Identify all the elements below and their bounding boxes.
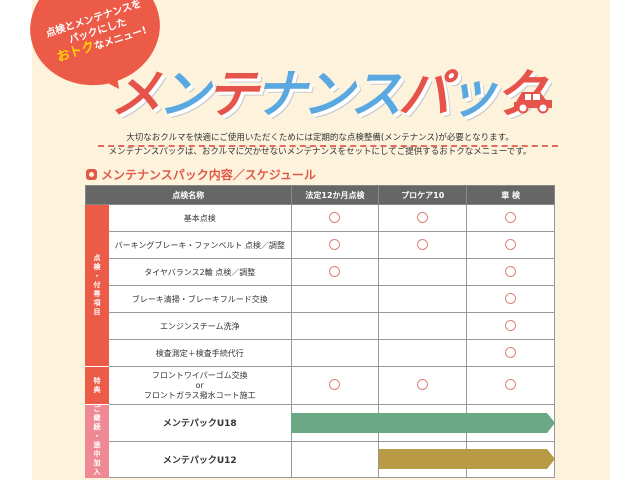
mark-cell (290, 231, 380, 259)
pack-name: メンテパックU12 (107, 440, 292, 478)
category-continue: ご継続・途中加入 (85, 404, 109, 478)
title-char: パ (398, 65, 450, 125)
table-row: タイヤバランス2輪 点検／調整 (86, 258, 555, 286)
bonus-or: or (195, 380, 204, 390)
mark-cell (290, 258, 380, 286)
mark-cell (466, 204, 555, 232)
mark-cell (466, 339, 555, 367)
circle-mark-icon (329, 379, 341, 390)
title-char: ッ (446, 65, 498, 125)
table-row-bonus: 特典 フロントワイパーゴム交換 or フロントガラス撥水コート施工 (85, 366, 555, 405)
mark-cell (378, 231, 468, 259)
circle-mark-icon (505, 379, 517, 390)
item-name: エンジンスチーム洗浄 (107, 312, 292, 340)
title-char: ン (302, 65, 354, 125)
mark-cell (378, 258, 468, 286)
mark-cell (290, 312, 380, 340)
circle-mark-icon (417, 379, 429, 390)
circle-mark-icon (505, 265, 517, 277)
circle-mark-icon (505, 238, 517, 250)
mark-cell (378, 312, 468, 340)
mark-cell (378, 339, 468, 367)
coverage-arrow-bar (291, 412, 556, 433)
header-12month: 法定12か月点検 (290, 185, 380, 205)
description-line1: 大切なおクルマを快適にご使用いただくためには定期的な点検整備(メンテナンス)が必… (126, 133, 514, 143)
mark-cell (378, 204, 468, 232)
schedule-table: 点検名称 法定12か月点検 プロケア10 車 検 点検・付帯項目基本点検 パーキン… (85, 185, 555, 478)
circle-mark-icon (329, 265, 341, 277)
car-icon (514, 92, 552, 114)
title-char: ン (158, 65, 210, 125)
page-title: メンテナンスパック (110, 52, 546, 127)
table-row: パーキングブレーキ・ファンベルト 点検／調整 (86, 231, 555, 259)
item-name: ブレーキ清掃・ブレーキフルード交換 (107, 285, 292, 313)
mark-cell (290, 366, 380, 405)
mark-cell (378, 366, 468, 405)
circle-mark-icon (505, 346, 517, 358)
section-heading: メンテナンスパック内容／スケジュール (86, 166, 316, 183)
item-name: パーキングブレーキ・ファンベルト 点検／調整 (107, 231, 292, 259)
section-title: メンテナンスパック内容／スケジュール (101, 168, 316, 182)
circle-mark-icon (505, 211, 517, 223)
mark-cell (378, 285, 468, 313)
header-procare: プロケア10 (378, 185, 468, 205)
mark-cell (290, 339, 380, 367)
divider (98, 145, 558, 147)
item-name: タイヤバランス2輪 点検／調整 (107, 258, 292, 286)
circle-mark-icon (417, 238, 429, 250)
bonus-line2: フロントガラス撥水コート施工 (143, 390, 256, 400)
mark-cell (466, 231, 555, 259)
coverage-arrow-bar (378, 449, 555, 470)
circle-mark-icon (329, 238, 341, 250)
hexagon-icon (86, 169, 97, 180)
category-bonus: 特典 (85, 366, 109, 405)
mark-cell (466, 312, 555, 340)
title-char: ス (350, 65, 402, 125)
title-char: ナ (254, 65, 306, 125)
header-shaken: 車 検 (466, 185, 555, 205)
mark-cell (290, 285, 380, 313)
mark-cell (466, 285, 555, 313)
category-inspection: 点検・付帯項目 (85, 204, 109, 367)
item-name: 検査測定＋検査手続代行 (107, 339, 292, 367)
circle-mark-icon (329, 211, 341, 223)
table-row: 検査測定＋検査手続代行 (86, 339, 555, 367)
mark-cell (290, 204, 380, 232)
bonus-line1: フロントワイパーゴム交換 (151, 370, 248, 380)
item-name: 基本点検 (107, 204, 292, 232)
header-name: 点検名称 (85, 185, 292, 205)
table-row: 点検・付帯項目基本点検 (85, 204, 555, 367)
table-row: エンジンスチーム洗浄 (86, 312, 555, 340)
pack-name: メンテパックU18 (107, 404, 292, 442)
mark-cell (466, 366, 555, 405)
bonus-item-name: フロントワイパーゴム交換 or フロントガラス撥水コート施工 (107, 366, 292, 405)
circle-mark-icon (505, 319, 517, 331)
title-char: テ (206, 65, 258, 125)
mark-cell (466, 258, 555, 286)
description-line2: メンテナンスパックは、おクルマに欠かせないメンテナンスをセットにしてご提供するお… (108, 147, 532, 157)
circle-mark-icon (417, 211, 429, 223)
table-row: ブレーキ清掃・ブレーキフルード交換 (86, 285, 555, 313)
title-char: メ (110, 65, 162, 125)
circle-mark-icon (505, 292, 517, 304)
